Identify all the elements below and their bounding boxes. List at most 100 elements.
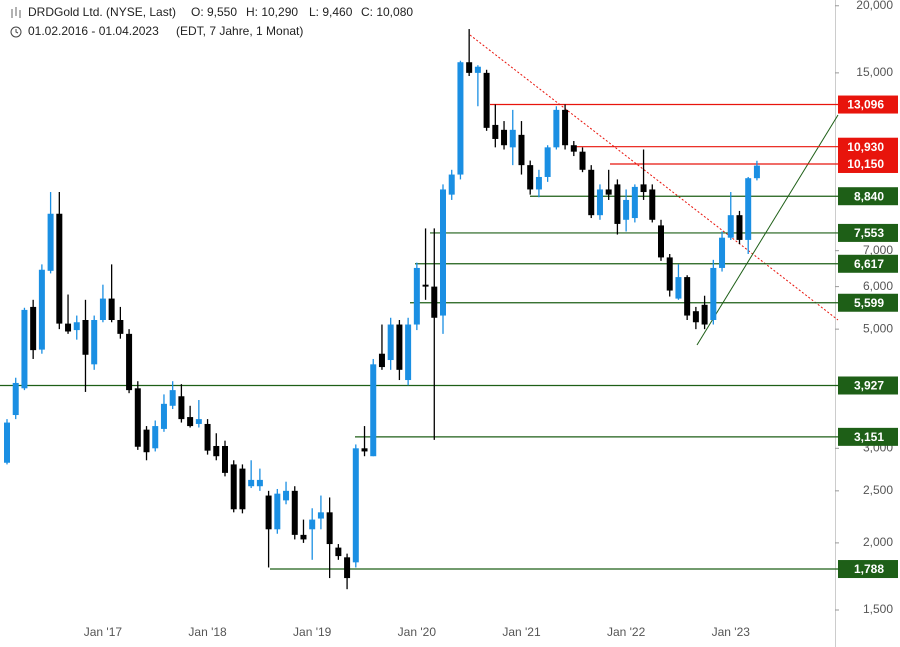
candle-body	[448, 174, 455, 195]
candle-body	[291, 490, 298, 535]
candle-body	[527, 165, 534, 190]
candle-body	[413, 267, 420, 325]
candle-body	[91, 319, 98, 365]
candle-body	[405, 324, 412, 381]
date-range: 01.02.2016 - 01.04.2023	[28, 24, 159, 38]
candle-body	[631, 186, 638, 219]
candle-body	[56, 213, 63, 324]
candle-body	[82, 319, 89, 355]
candle-body	[73, 322, 80, 331]
ohlc-label: C: 10,080	[361, 5, 413, 19]
candle-body	[38, 269, 45, 350]
level-label: 3,927	[854, 379, 884, 393]
candle-body	[466, 62, 473, 73]
candle-body	[483, 72, 490, 128]
candle-body	[134, 388, 141, 447]
level-box	[838, 254, 898, 273]
candle-body	[378, 353, 385, 368]
candle-body	[317, 512, 324, 519]
level-box	[838, 376, 898, 395]
candle-body	[222, 445, 228, 473]
level-box	[838, 223, 898, 242]
level-label: 8,840	[854, 189, 884, 203]
candle-body	[300, 534, 307, 540]
candle-body	[596, 189, 603, 216]
y-tick-label: 5,000	[863, 321, 893, 335]
candle-body	[719, 237, 726, 268]
candle-body	[21, 309, 28, 389]
y-tick-label: 15,000	[856, 65, 893, 79]
candle-body	[745, 178, 752, 240]
x-tick-label: Jan '23	[712, 625, 751, 639]
candle-body	[152, 426, 159, 449]
candle-body	[204, 423, 211, 451]
candle-body	[178, 396, 185, 420]
clock-icon	[10, 26, 22, 38]
candle-body	[352, 448, 359, 563]
candle-body	[440, 189, 446, 316]
candle-body	[640, 184, 647, 193]
candle-body	[492, 124, 499, 139]
candle-body	[692, 311, 699, 323]
candle-body	[535, 176, 542, 190]
candle-body	[684, 277, 691, 316]
candle-body	[649, 189, 656, 220]
level-box	[838, 137, 898, 156]
ohlc-label: O: 9,550	[191, 5, 237, 19]
x-tick-label: Jan '19	[293, 625, 332, 639]
level-label: 5,599	[854, 296, 884, 310]
candle-body	[570, 145, 577, 152]
level-label: 7,553	[854, 226, 884, 240]
candle-body	[99, 298, 106, 320]
y-tick-label: 20,000	[856, 0, 893, 12]
candle-body	[431, 286, 438, 318]
candle-body	[4, 422, 10, 463]
candle-body	[387, 324, 394, 361]
candle-body	[370, 364, 377, 457]
candle-body	[239, 468, 246, 510]
candle-body	[47, 213, 54, 271]
candle-body	[710, 267, 717, 320]
candle-body	[265, 495, 272, 530]
level-label: 6,617	[854, 257, 884, 271]
candle-body	[614, 184, 621, 224]
level-label: 10,150	[847, 157, 884, 171]
level-box	[838, 154, 898, 173]
candle-body	[274, 493, 281, 530]
x-tick-label: Jan '20	[398, 625, 437, 639]
level-label: 13,096	[847, 98, 884, 112]
candle-body	[753, 165, 760, 179]
candle-body	[501, 129, 508, 146]
trend-line	[696, 114, 839, 346]
candle-body	[283, 490, 290, 501]
x-tick-label: Jan '18	[188, 625, 227, 639]
candle-body	[396, 324, 403, 370]
candle-body	[117, 319, 124, 334]
candle-body	[126, 333, 133, 391]
chart-icon	[11, 7, 21, 18]
y-tick-label: 7,000	[863, 243, 893, 257]
candle-body	[509, 129, 516, 148]
candle-body	[65, 323, 72, 332]
candle-body	[326, 512, 333, 545]
trend-line	[469, 34, 839, 321]
candle-body	[562, 109, 569, 146]
candle-body	[457, 62, 464, 175]
candle-body	[553, 109, 560, 148]
candle-body	[344, 557, 351, 579]
candle-body	[701, 304, 708, 325]
candle-body	[230, 464, 237, 510]
candle-body	[30, 306, 37, 351]
candle-body	[544, 147, 551, 177]
candle-body	[658, 225, 664, 258]
level-box	[838, 560, 898, 579]
x-tick-label: Jan '22	[607, 625, 646, 639]
y-tick-label: 1,500	[863, 602, 893, 616]
y-tick-label: 6,000	[863, 279, 893, 293]
chart-title: DRDGold Ltd. (NYSE, Last)	[28, 5, 176, 19]
x-tick-label: Jan '17	[84, 625, 123, 639]
candle-body	[675, 277, 682, 299]
y-tick-label: 2,000	[863, 535, 893, 549]
candle-body	[588, 169, 595, 216]
candle-body	[422, 284, 429, 287]
